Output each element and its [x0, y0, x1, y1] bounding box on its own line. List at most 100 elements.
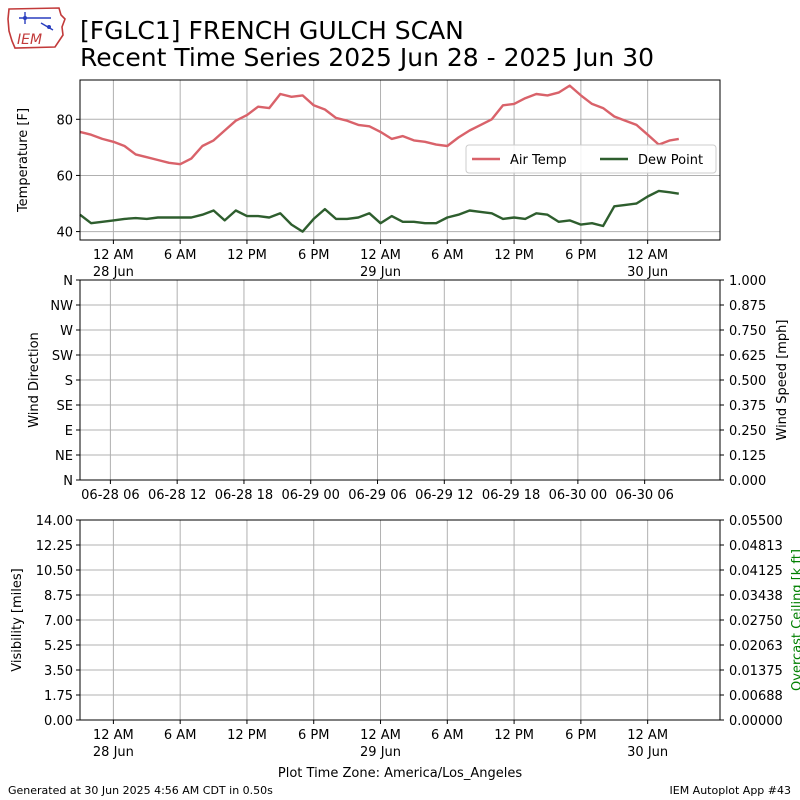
- temperature-y-label: Temperature [F]: [16, 108, 31, 213]
- wind-x-ticks: 06-28 06 06-28 12 06-28 18 06-29 00 06-29 06…: [81, 480, 674, 503]
- p3-y2-tick-label: 0.00000: [729, 714, 783, 729]
- p2-x-tick-label: 06-30 00: [549, 488, 607, 503]
- visibility-panel: 14.0012.2510.508.757.005.253.501.750.00 …: [10, 514, 800, 781]
- p3-y-tick-label: 10.50: [36, 564, 73, 579]
- p2-y2-tick-label: 1.000: [729, 274, 766, 289]
- ceiling-y-label: Overcast Ceiling [k ft]: [790, 549, 800, 691]
- p2-x-tick-label: 06-29 12: [415, 488, 473, 503]
- generated-timestamp: Generated at 30 Jun 2025 4:56 AM CDT in …: [8, 784, 273, 797]
- p3-y2-tick-label: 0.02063: [729, 639, 783, 654]
- p2-y2-tick-label: 0.875: [729, 299, 766, 314]
- p2-x-tick-label: 06-28 06: [81, 488, 139, 503]
- temp-x-tick-label: 6 PM: [298, 248, 329, 263]
- p2-y2-tick-label: 0.500: [729, 374, 766, 389]
- p2-y-tick-label: E: [65, 424, 73, 439]
- p3-y2-tick-label: 0.05500: [729, 514, 783, 529]
- temp-x-tick-date: 30 Jun: [627, 265, 668, 280]
- temp-x-tick-label: 12 AM: [627, 248, 668, 263]
- p3-x-tick-label: 12 PM: [494, 728, 534, 743]
- p3-y2-tick-label: 0.01375: [729, 664, 783, 679]
- p3-y2-tick-label: 0.04125: [729, 564, 783, 579]
- temp-x-tick-label: 6 AM: [164, 248, 197, 263]
- p2-x-tick-label: 06-29 00: [282, 488, 340, 503]
- p3-y-tick-label: 5.25: [44, 639, 73, 654]
- iem-logo: IEM: [7, 7, 66, 49]
- ceiling-ticks: 0.05500 0.04813 0.04125 0.03438 0.02750 0.020…: [720, 514, 783, 729]
- wind-panel: N NW W SW S SE E NE N 1.000 0.875 0.750 0.625 0.500 0…: [27, 274, 790, 503]
- p2-y-tick-label: SW: [52, 349, 73, 364]
- x-axis-label: Plot Time Zone: America/Los_Angeles: [278, 766, 522, 781]
- p3-y-tick-label: 3.50: [44, 664, 73, 679]
- p3-y-tick-label: 14.00: [36, 514, 73, 529]
- p3-y-tick-label: 8.75: [44, 589, 73, 604]
- legend-air-temp-label: Air Temp: [510, 153, 567, 168]
- p2-y-tick-label: NE: [55, 449, 73, 464]
- p3-x-tick-label: 12 AM: [360, 728, 401, 743]
- p3-y2-tick-label: 0.04813: [729, 539, 783, 554]
- temperature-series: [79, 84, 679, 233]
- temp-x-tick-date: 28 Jun: [93, 265, 134, 280]
- legend-box: [465, 144, 717, 174]
- p3-y-tick-label: 0.00: [44, 714, 73, 729]
- visibility-y-label: Visibility [miles]: [10, 568, 25, 671]
- temperature-y-ticks: 40 60 80: [56, 113, 80, 241]
- visibility-x-ticks: 12 AM 28 Jun 6 AM 12 PM 6 PM 12 AM 29 Jun 6 AM 1…: [93, 720, 668, 760]
- temperature-panel: 40 60 80 12 AM 28 Jun 6 AM 12 PM 6 PM 12 AM 29 J…: [16, 79, 721, 280]
- app-label: IEM Autoplot App #43: [669, 784, 792, 797]
- temp-y-tick-label: 80: [56, 113, 73, 128]
- p2-y-tick-label: W: [60, 324, 73, 339]
- p2-y-tick-label: NW: [50, 299, 73, 314]
- temp-y-tick-label: 40: [56, 226, 73, 241]
- p2-y2-tick-label: 0.375: [729, 399, 766, 414]
- p3-x-tick-date: 30 Jun: [627, 745, 668, 760]
- p3-x-tick-label: 12 PM: [227, 728, 267, 743]
- wind-speed-y-label: Wind Speed [mph]: [775, 320, 790, 441]
- temp-x-tick-label: 12 PM: [494, 248, 534, 263]
- p2-x-tick-label: 06-28 12: [148, 488, 206, 503]
- wind-direction-y-label: Wind Direction: [27, 332, 42, 428]
- wind-grid: [80, 279, 720, 481]
- p3-x-tick-date: 29 Jun: [360, 745, 401, 760]
- visibility-grid: [80, 519, 720, 721]
- temperature-x-ticks: 12 AM 28 Jun 6 AM 12 PM 6 PM 12 AM 29 Jun 6 AM 1…: [93, 240, 668, 280]
- temp-x-tick-label: 6 AM: [431, 248, 464, 263]
- logo-text: IEM: [17, 32, 42, 48]
- temperature-grid: [80, 80, 720, 240]
- legend-dew-point-label: Dew Point: [638, 153, 703, 168]
- p3-x-tick-label: 6 AM: [164, 728, 197, 743]
- p2-x-tick-label: 06-28 18: [215, 488, 273, 503]
- p3-y-tick-label: 12.25: [36, 539, 73, 554]
- temperature-axes-frame: [79, 79, 721, 241]
- temp-x-tick-label: 6 PM: [565, 248, 596, 263]
- p3-y2-tick-label: 0.00688: [729, 689, 783, 704]
- temperature-legend: Air Temp Dew Point: [465, 144, 717, 174]
- temp-x-tick-label: 12 PM: [227, 248, 267, 263]
- p3-y-tick-label: 7.00: [44, 614, 73, 629]
- temp-x-tick-date: 29 Jun: [360, 265, 401, 280]
- p2-y2-tick-label: 0.625: [729, 349, 766, 364]
- p3-x-tick-label: 12 AM: [627, 728, 668, 743]
- p3-x-tick-label: 6 PM: [298, 728, 329, 743]
- p3-y2-tick-label: 0.03438: [729, 589, 783, 604]
- p3-y2-tick-label: 0.02750: [729, 614, 783, 629]
- p3-x-tick-date: 28 Jun: [93, 745, 134, 760]
- p2-y-tick-label: S: [65, 374, 73, 389]
- p3-x-tick-label: 12 AM: [93, 728, 134, 743]
- temp-y-tick-label: 60: [56, 169, 73, 184]
- p2-y-tick-label: N: [63, 274, 73, 289]
- visibility-ticks: 14.00 12.25 10.50 8.75 7.00 5.25 3.50 1.75 0.00: [36, 514, 80, 729]
- air-temp-line: [79, 84, 679, 166]
- dew-point-line: [79, 189, 679, 233]
- p2-y2-tick-label: 0.000: [729, 474, 766, 489]
- temp-x-tick-label: 12 AM: [93, 248, 134, 263]
- wind-direction-ticks: N NW W SW S SE E NE N: [50, 274, 80, 489]
- temp-x-tick-label: 12 AM: [360, 248, 401, 263]
- p2-y2-tick-label: 0.125: [729, 449, 766, 464]
- p2-y-tick-label: N: [63, 474, 73, 489]
- p2-y2-tick-label: 0.750: [729, 324, 766, 339]
- p2-x-tick-label: 06-29 06: [348, 488, 406, 503]
- wind-speed-ticks: 1.000 0.875 0.750 0.625 0.500 0.375 0.250 0.125…: [720, 274, 766, 489]
- chart-title: [FGLC1] FRENCH GULCH SCAN: [80, 16, 464, 45]
